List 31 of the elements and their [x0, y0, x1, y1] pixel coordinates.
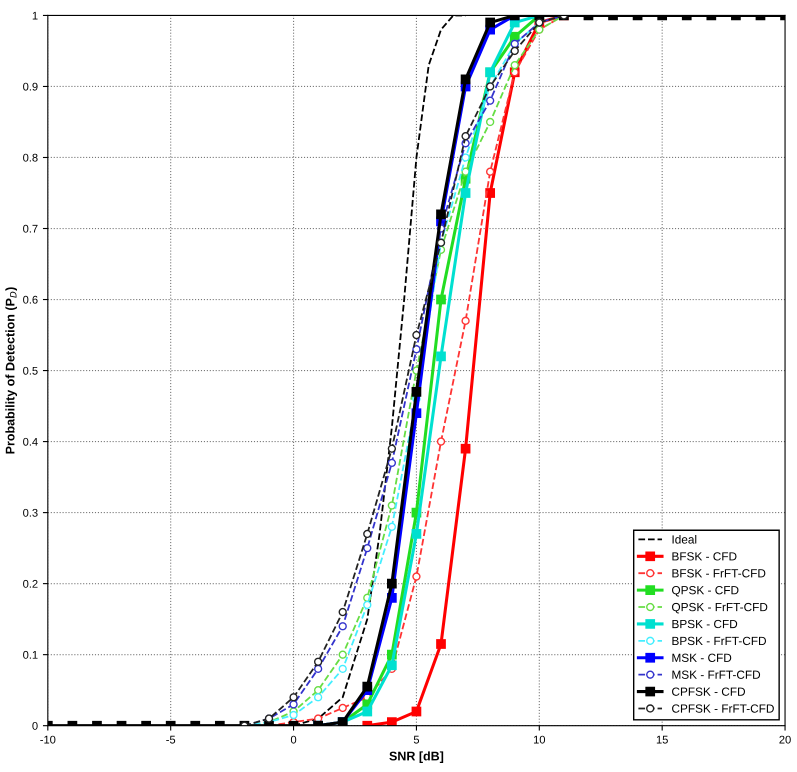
- legend-label: BPSK - CFD: [672, 620, 738, 628]
- x-axis-title: SNR [dB]: [389, 751, 444, 763]
- x-tick-label: -5: [166, 736, 176, 744]
- y-tick-label: 0.9: [23, 82, 38, 91]
- x-tick-label: 0: [290, 736, 296, 744]
- y-axis-title: Probability of Detection (P$_{D}$): [5, 287, 17, 454]
- y-tick-label: 0: [32, 722, 38, 730]
- y-tick-label: 1: [32, 12, 38, 20]
- y-tick-label: 0.5: [23, 366, 38, 375]
- legend-label: Ideal: [672, 534, 696, 544]
- legend-label: CPFSK - CFD: [672, 687, 746, 696]
- x-tick-label: -10: [40, 736, 56, 744]
- legend-label: MSK - CFD: [672, 654, 732, 662]
- x-tick-label: 15: [656, 736, 668, 744]
- x-tick-label: 10: [534, 736, 546, 744]
- y-tick-label: 0.7: [23, 224, 38, 233]
- x-tick-label: 5: [414, 736, 420, 744]
- y-tick-label: 0.8: [23, 154, 38, 162]
- legend-label: QPSK - CFD: [672, 586, 738, 596]
- x-tick-label: 20: [779, 736, 791, 744]
- legend-label: BFSK - FrFT-CFD: [672, 569, 766, 578]
- legend-label: CPFSK - FrFT-CFD: [672, 704, 774, 713]
- legend-label: QPSK - FrFT-CFD: [672, 602, 768, 614]
- y-tick-label: 0.6: [23, 296, 38, 304]
- legend-label: MSK - FrFT-CFD: [672, 670, 760, 679]
- y-tick-label: 0.2: [23, 580, 38, 588]
- y-tick-label: 0.1: [23, 650, 38, 659]
- y-tick-label: 0.3: [23, 508, 38, 517]
- y-tick-label: 0.4: [23, 438, 38, 446]
- legend-label: BFSK - CFD: [672, 552, 736, 561]
- legend-label: BPSK - FrFT-CFD: [672, 636, 766, 646]
